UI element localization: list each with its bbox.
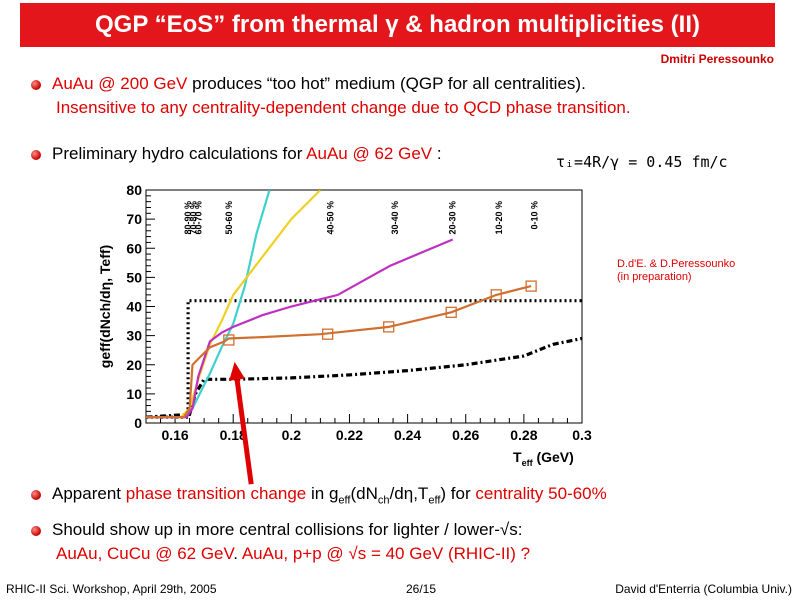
bullet-text-3a: Apparent xyxy=(52,484,126,503)
y-tick-label: 10 xyxy=(126,386,142,402)
data-marker xyxy=(525,280,537,292)
tau-annotation: τᵢ=4R/γ = 0.45 fm/c xyxy=(556,153,728,171)
x-tick-label: 0.2 xyxy=(282,427,302,443)
bullet-icon xyxy=(31,526,41,536)
slide-title: QGP “EoS” from thermal γ & hadron multip… xyxy=(20,3,775,47)
x-tick-label: 0.22 xyxy=(336,427,363,443)
series-line xyxy=(146,336,582,419)
series-line xyxy=(146,190,322,419)
y-axis-label: geff(dNch/dη, Teff) xyxy=(97,245,113,368)
bullet-text-2a: Preliminary hydro calculations for xyxy=(52,144,307,163)
x-axis-label: Teff (GeV) xyxy=(513,449,574,468)
y-tick-label: 50 xyxy=(126,269,142,285)
bullet-icon xyxy=(31,490,41,500)
data-marker xyxy=(322,328,334,340)
y-tick-label: 70 xyxy=(126,211,142,227)
series-line xyxy=(146,238,454,419)
bullet-icon xyxy=(31,150,41,160)
centrality-label: 60-70 % xyxy=(194,201,204,235)
sub-ch: ch xyxy=(377,494,390,507)
bullet-text-3: Apparent phase transition change in geff… xyxy=(52,484,607,506)
centrality-label: 20-30 % xyxy=(448,201,458,235)
sub-eff: eff xyxy=(338,494,351,507)
bullet-text-2: Preliminary hydro calculations for AuAu … xyxy=(52,144,442,164)
centrality-label: 10-20 % xyxy=(494,201,504,235)
bullet-text-4-line2: AuAu, CuCu @ 62 GeV. AuAu, p+p @ √s = 40… xyxy=(56,544,530,564)
y-tick-label: 60 xyxy=(126,240,142,256)
bullet-text-3c: in g xyxy=(306,484,339,503)
page-number: 26/15 xyxy=(406,582,437,596)
red-arrow xyxy=(234,379,254,485)
sub-eff-2: eff xyxy=(428,494,441,507)
plot-frame xyxy=(145,189,583,424)
x-tick-label: 0.16 xyxy=(161,427,188,443)
footer-right: David d'Enterria (Columbia Univ.) xyxy=(615,582,792,596)
y-tick-label: 40 xyxy=(126,299,142,315)
y-tick-label: 80 xyxy=(126,182,142,198)
footer-left: RHIC-II Sci. Workshop, April 29th, 2005 xyxy=(6,582,217,596)
bullet-text-1: AuAu @ 200 GeV produces “too hot” medium… xyxy=(52,74,586,94)
bullet-icon xyxy=(31,80,41,90)
data-marker xyxy=(383,321,395,333)
centrality-label: 0-10 % xyxy=(530,201,540,230)
phase-transition-text: phase transition change xyxy=(125,484,307,503)
data-marker xyxy=(445,306,457,318)
bullet-text-4a: AuAu, CuCu @ 62 GeV xyxy=(56,544,234,563)
series-line xyxy=(146,190,271,419)
series-line xyxy=(146,285,532,419)
bullet-text-1-line2: Insensitive to any centrality-dependent … xyxy=(56,98,631,117)
bullet-text-1-rest: produces “too hot” medium (QGP for all c… xyxy=(187,74,586,93)
x-tick-label: 0.28 xyxy=(510,427,537,443)
bullet-text-4c: AuAu, p+p @ √s = 40 GeV (RHIC-II) ? xyxy=(241,544,531,563)
centrality-label: 50-60 % xyxy=(224,201,234,235)
reference-note: D.d'E. & D.Peressounko (in preparation) xyxy=(617,258,735,284)
centrality-label: 70-80 % xyxy=(188,201,198,235)
bullet-text-3i: ) for xyxy=(440,484,476,503)
x-tick-label: 0.26 xyxy=(452,427,479,443)
y-tick-label: 20 xyxy=(126,357,142,373)
data-marker xyxy=(223,334,235,346)
x-tick-label: 0.18 xyxy=(220,427,247,443)
bullet-text-4: Should show up in more central collision… xyxy=(52,520,523,539)
bullet-text-2c: : xyxy=(432,144,442,163)
x-tick-label: 0.3 xyxy=(572,427,592,443)
reference-line-1: D.d'E. & D.Peressounko xyxy=(617,258,736,270)
data-marker xyxy=(490,289,502,301)
centrality-label: 80-90 % xyxy=(183,201,193,235)
reference-line-2: (in preparation) xyxy=(617,271,692,283)
x-tick-label: 0.24 xyxy=(394,427,421,443)
bullet-text-3g: /dη,T xyxy=(389,484,429,503)
red-arrow-head xyxy=(229,361,245,381)
centrality-text: centrality 50-60% xyxy=(475,484,607,503)
centrality-label: 30-40 % xyxy=(390,201,400,235)
y-tick-label: 30 xyxy=(126,328,142,344)
bullet-text-2b: AuAu @ 62 GeV xyxy=(306,144,433,163)
centrality-label: 40-50 % xyxy=(326,201,336,235)
series-line xyxy=(146,299,582,419)
author-name: Dmitri Peressounko xyxy=(660,52,774,66)
collision-system: AuAu @ 200 GeV xyxy=(52,74,188,93)
y-tick-label: 0 xyxy=(134,415,142,431)
bullet-text-3e: (dN xyxy=(350,484,378,503)
bullet-text-4b: . xyxy=(233,544,242,563)
